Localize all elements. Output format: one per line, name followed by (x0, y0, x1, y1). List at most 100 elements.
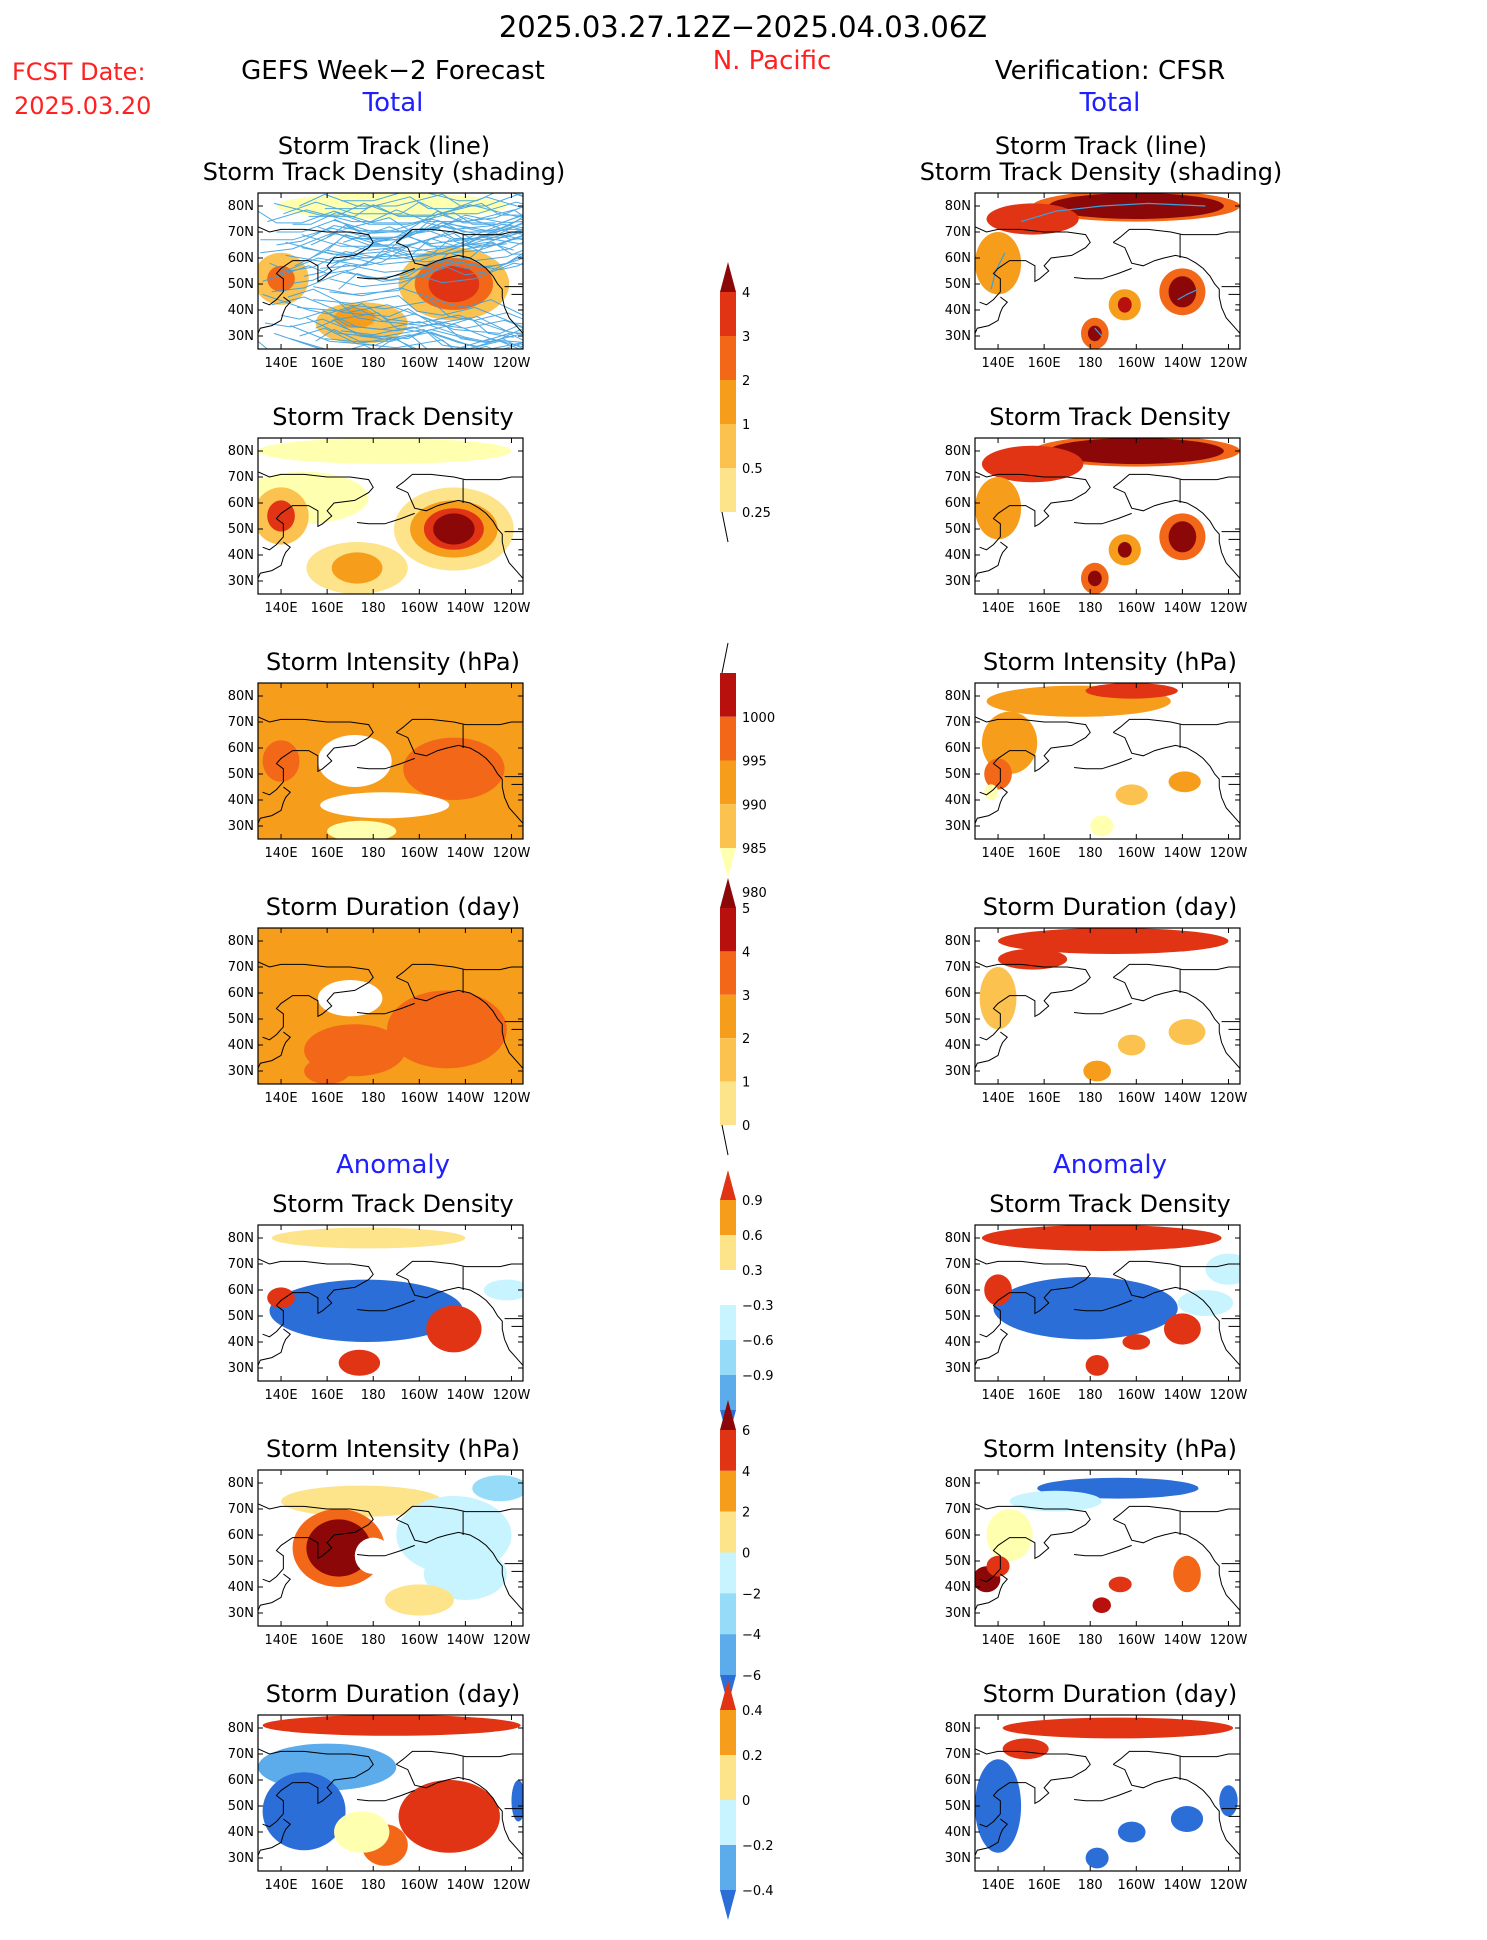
ver-intensity-anom-shade-2 (986, 1509, 1033, 1561)
density-colorbar-label: 4 (742, 286, 750, 301)
ver-track-shade-1 (1048, 193, 1224, 219)
lat-tick-label: 70N (945, 715, 971, 730)
lon-tick-label: 160E (311, 1878, 344, 1893)
ver-density-anom-shade-3 (984, 1274, 1012, 1306)
lon-tick-label: 180 (1078, 356, 1103, 371)
lon-tick-label: 160E (1028, 846, 1061, 861)
lat-tick-label: 60N (228, 251, 254, 266)
duration-colorbar-label: 4 (742, 945, 750, 960)
lat-tick-label: 80N (945, 199, 971, 214)
lon-tick-label: 160W (400, 846, 438, 861)
density-anom-colorbar-label: 0.3 (742, 1264, 763, 1279)
lon-tick-label: 140E (265, 1388, 298, 1403)
ver-duration-map: 80N 70N 60N 50N 40N 30N 140E 160E 180 160W 140W 120… (945, 927, 1248, 1106)
lat-tick-label: 60N (945, 741, 971, 756)
fcst-density-title: Storm Track Density (272, 403, 514, 431)
lat-tick-label: 80N (945, 1476, 971, 1491)
ver-density-anom-shade-6 (1085, 1355, 1109, 1376)
ver-intensity-frame (974, 682, 1241, 840)
ver-duration-shade-5 (1083, 1060, 1111, 1082)
ver-density-coastlines (975, 471, 1240, 579)
ver-duration-anom-shade-0 (1002, 1717, 1234, 1739)
duration-anom-colorbar-swatch (720, 1845, 736, 1890)
lat-tick-label: 30N (945, 819, 971, 834)
lat-tick-label: 60N (945, 1528, 971, 1543)
lon-tick-label: 180 (361, 1091, 386, 1106)
lat-tick-label: 70N (228, 1257, 254, 1272)
density-colorbar-label: 3 (742, 330, 750, 345)
lon-tick-label: 160E (1028, 1091, 1061, 1106)
intensity-anom-colorbar-swatch (720, 1634, 736, 1675)
duration-anom-colorbar: 0.4 0.2 0 −0.2 −0.4 (720, 1680, 774, 1920)
fcst-density-map: 80N 70N 60N 50N 40N 30N 140E 160E 180 160W 140W 120… (228, 437, 531, 616)
duration-colorbar-top-arrow (720, 878, 736, 908)
intensity-anom-colorbar-label: 0 (742, 1547, 750, 1562)
intensity-colorbar-label: 1000 (742, 711, 775, 726)
ver-track-shade-3 (975, 232, 1022, 295)
lat-tick-label: 50N (945, 767, 971, 782)
fcst-track-shading-title: Storm Track Density (shading) (202, 158, 566, 186)
ver-density-anom-title: Storm Track Density (989, 1190, 1231, 1218)
lon-tick-label: 140W (447, 846, 485, 861)
ver-duration-anom-coastlines (975, 1748, 1240, 1856)
ver-track-shading-title: Storm Track Density (shading) (919, 158, 1283, 186)
lat-tick-label: 70N (945, 1502, 971, 1517)
intensity-colorbar-label: 985 (742, 842, 767, 857)
lon-tick-label: 120W (1210, 846, 1248, 861)
lat-tick-label: 50N (945, 1554, 971, 1569)
lat-tick-label: 40N (228, 1825, 254, 1840)
lon-tick-label: 160W (1117, 601, 1155, 616)
lat-tick-label: 80N (945, 934, 971, 949)
lat-tick-label: 50N (945, 1309, 971, 1324)
verification-column-title: Verification: CFSR (994, 56, 1226, 86)
fcst-density-anom-title: Storm Track Density (272, 1190, 514, 1218)
fcst-duration-shade-4 (258, 961, 305, 1066)
lon-tick-label: 140W (1164, 1388, 1202, 1403)
lat-tick-label: 80N (228, 444, 254, 459)
fcst-density-coastlines (258, 471, 523, 579)
lon-tick-label: 160E (311, 1388, 344, 1403)
lat-tick-label: 60N (228, 496, 254, 511)
lon-tick-label: 180 (361, 1878, 386, 1893)
lon-tick-label: 120W (1210, 1091, 1248, 1106)
duration-colorbar-label: 0 (742, 1119, 750, 1134)
density-colorbar-label: 1 (742, 418, 750, 433)
lon-tick-label: 160E (311, 356, 344, 371)
intensity-colorbar-label: 990 (742, 798, 767, 813)
lon-tick-label: 160E (1028, 356, 1061, 371)
lon-tick-label: 160E (1028, 1388, 1061, 1403)
lon-tick-label: 160E (1028, 601, 1061, 616)
fcst-duration-title: Storm Duration (day) (265, 893, 521, 921)
fcst-intensity-title: Storm Intensity (hPa) (266, 648, 520, 676)
lon-tick-label: 140W (1164, 846, 1202, 861)
lat-tick-label: 30N (945, 574, 971, 589)
lat-tick-label: 70N (945, 470, 971, 485)
lon-tick-label: 120W (493, 601, 531, 616)
intensity-anom-colorbar-swatch (720, 1593, 736, 1635)
lon-tick-label: 180 (361, 356, 386, 371)
density-colorbar-swatch (720, 424, 736, 468)
lon-tick-label: 140W (447, 1633, 485, 1648)
lat-tick-label: 80N (945, 444, 971, 459)
ver-duration-shade-4 (1168, 1019, 1206, 1045)
fcst-track-frame (257, 192, 524, 350)
fcst-duration-anom-map: 80N 70N 60N 50N 40N 30N 140E 160E 180 160W 140W 120… (228, 1714, 531, 1893)
fcst-intensity-anom-frame (257, 1469, 524, 1627)
fcst-duration-shade-2 (304, 1058, 351, 1084)
lon-tick-label: 140W (447, 1091, 485, 1106)
duration-anom-colorbar-swatch (720, 1800, 736, 1845)
ver-density-anom-shade-5 (1122, 1334, 1151, 1350)
ver-intensity-anom-shade-1 (1009, 1490, 1102, 1512)
intensity-anom-colorbar-top-arrow (720, 1400, 736, 1430)
lon-tick-label: 160W (400, 1091, 438, 1106)
lon-tick-label: 120W (493, 1633, 531, 1648)
lon-tick-label: 180 (1078, 601, 1103, 616)
lat-tick-label: 70N (228, 960, 254, 975)
lon-tick-label: 120W (493, 1878, 531, 1893)
fcst-density-anom-frame (257, 1224, 524, 1382)
lon-tick-label: 140E (265, 1633, 298, 1648)
lon-tick-label: 140W (447, 356, 485, 371)
lat-tick-label: 70N (945, 960, 971, 975)
lon-tick-label: 160W (1117, 846, 1155, 861)
fcst-duration-coastlines (258, 961, 523, 1069)
